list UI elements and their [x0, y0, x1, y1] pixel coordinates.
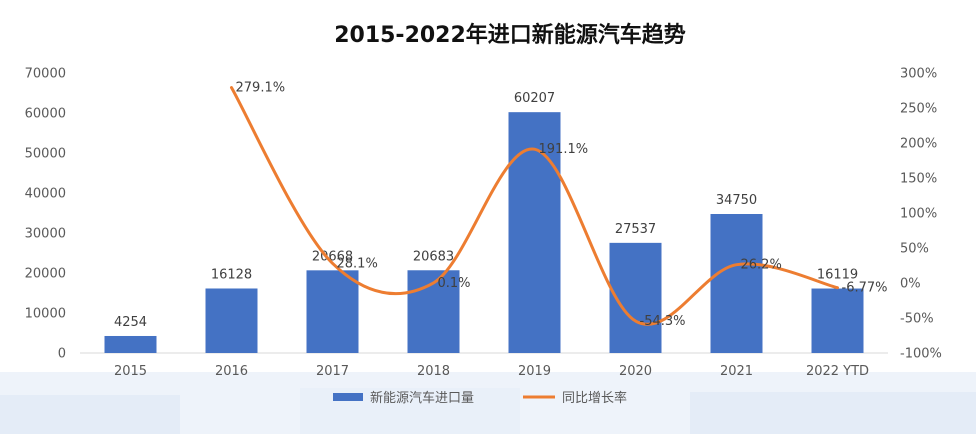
bar-series	[104, 112, 864, 353]
left-axis-tick-label: 40000	[25, 187, 66, 202]
line-data-label: 279.1%	[236, 81, 286, 96]
left-axis-tick-label: 0	[58, 347, 66, 362]
right-axis-tick-label: 300%	[900, 67, 937, 82]
left-axis-tick-label: 50000	[25, 147, 66, 162]
bar-data-label: 16119	[817, 268, 858, 283]
bar	[609, 242, 662, 353]
x-axis-tick-label: 2015	[114, 364, 147, 379]
right-axis-tick-label: -100%	[900, 347, 942, 362]
bar	[104, 335, 157, 353]
line-data-label: -54.3%	[640, 314, 686, 329]
left-axis-tick-label: 70000	[25, 67, 66, 82]
bar	[205, 288, 258, 353]
bar	[508, 112, 561, 353]
x-axis-tick-label: 2016	[215, 364, 248, 379]
x-axis: 2015 2016 2017 2018 2019 2020 2021 2022 YTD	[114, 364, 869, 379]
x-axis-tick-label: 2018	[417, 364, 450, 379]
bar-data-label: 34750	[716, 193, 757, 208]
bar-data-label: 60207	[514, 91, 555, 106]
line-data-label: 191.1%	[539, 142, 589, 157]
line-data-label: 0.1%	[438, 276, 471, 291]
line-data-label: 28.1%	[337, 256, 378, 271]
right-axis: -100% -50% 0% 50% 100% 150% 200% 250% 300%	[900, 67, 942, 362]
bar-data-label: 27537	[615, 222, 656, 237]
x-axis-tick-label: 2020	[619, 364, 652, 379]
x-axis-tick-label: 2019	[518, 364, 551, 379]
left-axis: 0 10000 20000 30000 40000 50000 60000 70000	[25, 67, 66, 362]
bar	[306, 270, 359, 353]
line-series	[230, 86, 839, 326]
left-axis-tick-label: 60000	[25, 107, 66, 122]
bar	[811, 288, 864, 353]
bar-data-label: 16128	[211, 267, 252, 282]
line-data-label: 26.2%	[741, 258, 782, 273]
bar-data-label: 4254	[114, 315, 147, 330]
legend: 新能源汽车进口量 同比增长率	[333, 390, 627, 406]
growth-rate-line	[230, 86, 839, 326]
chart-title: 2015-2022年进口新能源汽车趋势	[334, 22, 686, 48]
legend-line-label: 同比增长率	[562, 390, 627, 406]
right-axis-tick-label: 50%	[900, 242, 929, 257]
line-data-label: -6.77%	[842, 281, 888, 296]
line-data-labels: 279.1% 28.1% 0.1% 191.1% -54.3% 26.2% -6.77%	[236, 81, 888, 329]
right-axis-tick-label: 250%	[900, 102, 937, 117]
x-axis-tick-label: 2017	[316, 364, 349, 379]
legend-bar-label: 新能源汽车进口量	[370, 390, 474, 406]
x-axis-tick-label: 2022 YTD	[806, 364, 869, 379]
right-axis-tick-label: -50%	[900, 312, 934, 327]
bar-data-label: 20683	[413, 249, 454, 264]
legend-bar-swatch	[333, 393, 363, 401]
right-axis-tick-label: 200%	[900, 137, 937, 152]
x-axis-tick-label: 2021	[720, 364, 753, 379]
right-axis-tick-label: 0%	[900, 277, 921, 292]
left-axis-tick-label: 10000	[25, 307, 66, 322]
right-axis-tick-label: 100%	[900, 207, 937, 222]
background-decor	[0, 372, 976, 434]
left-axis-tick-label: 30000	[25, 227, 66, 242]
bar	[710, 214, 763, 353]
right-axis-tick-label: 150%	[900, 172, 937, 187]
left-axis-tick-label: 20000	[25, 267, 66, 282]
